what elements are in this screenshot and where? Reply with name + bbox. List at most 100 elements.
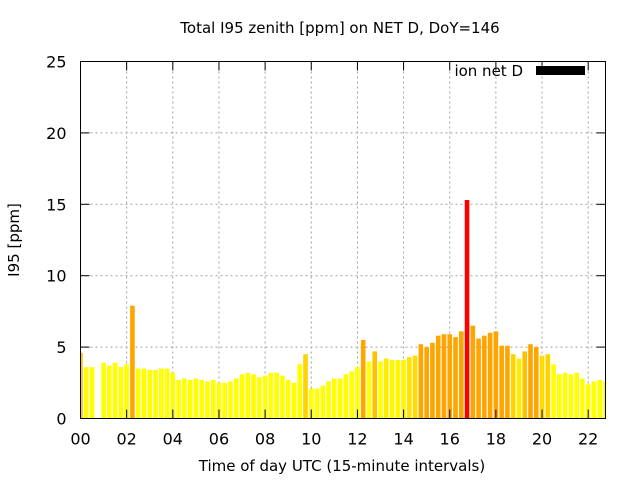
y-tick-label: 0: [56, 410, 66, 429]
bar: [124, 364, 129, 419]
bar: [176, 379, 181, 419]
x-axis-label: Time of day UTC (15-minute intervals): [198, 457, 485, 475]
bar: [499, 345, 504, 419]
y-tick-label: 25: [46, 53, 66, 72]
bar: [343, 374, 349, 419]
bar: [551, 364, 556, 419]
bar: [522, 351, 528, 419]
bar: [568, 374, 574, 419]
bar: [130, 305, 135, 419]
bar: [597, 379, 603, 419]
bar: [453, 337, 458, 419]
bar: [580, 378, 585, 419]
bar: [349, 371, 354, 419]
chart-title: Total I95 zenith [ppm] on NET D, DoY=146: [179, 19, 499, 37]
bar: [401, 359, 406, 419]
legend-label: ion net D: [454, 62, 523, 80]
bar: [332, 378, 337, 419]
bar: [360, 339, 366, 419]
x-tick-label: 02: [116, 430, 136, 449]
x-tick-label: 20: [532, 430, 552, 449]
bar: [458, 331, 464, 419]
x-tick-label: 00: [70, 430, 90, 449]
bar: [262, 375, 268, 419]
bar: [291, 382, 297, 419]
bar: [418, 344, 424, 419]
x-tick-label: 16: [440, 430, 460, 449]
y-tick-label: 5: [56, 338, 66, 357]
bar: [210, 379, 216, 419]
x-tick-label: 08: [255, 430, 275, 449]
bar: [118, 367, 124, 419]
y-tick-label: 10: [46, 267, 66, 286]
bar: [285, 379, 291, 419]
bar: [464, 200, 470, 419]
bar: [112, 362, 118, 419]
bar: [574, 372, 579, 419]
bar: [80, 352, 83, 419]
bar: [545, 354, 551, 419]
bar: [424, 347, 429, 419]
bar: [366, 361, 372, 419]
bar: [170, 372, 176, 419]
bar: [314, 388, 320, 419]
bar: [89, 367, 95, 419]
bar: [83, 367, 89, 419]
x-tick-label: 22: [578, 430, 598, 449]
bar: [470, 325, 476, 419]
bar: [562, 372, 568, 419]
bar: [205, 381, 210, 419]
bar: [308, 388, 314, 419]
bar: [372, 351, 378, 419]
plot-frame: [80, 61, 606, 419]
x-tick-label: 14: [393, 430, 413, 449]
bar: [280, 375, 285, 419]
ticks: [80, 61, 606, 419]
legend-swatch: [536, 66, 585, 75]
bar: [274, 372, 279, 419]
x-tick-label: 10: [301, 430, 321, 449]
bar: [326, 381, 331, 419]
x-tick-label: 12: [347, 430, 367, 449]
bar: [447, 334, 453, 419]
y-axis-label: I95 [ppm]: [5, 203, 23, 277]
bar: [245, 372, 251, 419]
bar: [557, 374, 562, 419]
bar: [533, 347, 539, 419]
bar: [505, 345, 510, 419]
x-tick-label: 04: [163, 430, 183, 449]
bar: [407, 357, 412, 419]
bar: [395, 359, 401, 419]
bar: [222, 382, 228, 419]
bar: [268, 372, 274, 419]
bar: [228, 381, 233, 419]
bar: [441, 334, 447, 419]
bar: [482, 335, 487, 419]
bar: [435, 335, 441, 419]
legend: ion net D: [454, 62, 585, 80]
bar: [320, 385, 326, 419]
bar: [251, 374, 256, 419]
bar: [233, 378, 239, 419]
bar: [476, 338, 481, 419]
bar: [303, 354, 308, 419]
bar: [603, 381, 606, 419]
bar: [389, 359, 395, 419]
bar: [516, 358, 522, 419]
bar: [355, 367, 360, 419]
bar: [257, 377, 262, 419]
bar: [430, 342, 435, 419]
bar: [337, 378, 343, 419]
bar: [239, 374, 245, 419]
bar: [216, 382, 222, 419]
bar: [378, 361, 383, 419]
bar: [141, 368, 147, 419]
bar: [164, 368, 170, 419]
bar: [187, 379, 193, 419]
bar: [539, 355, 545, 419]
bar: [193, 378, 199, 419]
bar: [493, 331, 499, 419]
y-tick-label: 20: [46, 124, 66, 143]
tick-labels: 0 5 10 15 20 25 00 02 04 06 08 10 12 14 16 18 20 22: [46, 53, 598, 449]
